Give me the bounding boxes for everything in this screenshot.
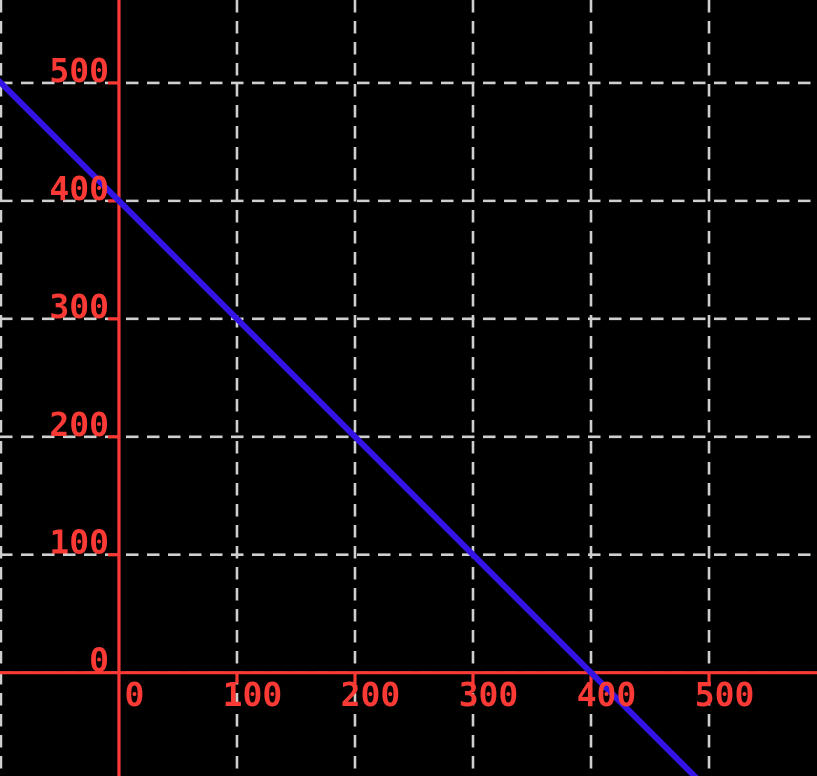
x-tick-label-500: 500: [695, 675, 755, 714]
y-tick-label-100: 100: [49, 523, 109, 562]
x-tick-label-200: 200: [341, 675, 401, 714]
y-tick-label-300: 300: [49, 287, 109, 326]
plot-line-0: [0, 77, 699, 776]
x-tick-label-400: 400: [577, 675, 637, 714]
y-tick-label-400: 400: [49, 169, 109, 208]
x-tick-label-0: 0: [125, 675, 145, 714]
y-tick-label-0: 0: [89, 641, 109, 680]
y-tick-label-500: 500: [49, 51, 109, 90]
x-tick-label-100: 100: [223, 675, 283, 714]
x-tick-label-300: 300: [459, 675, 519, 714]
y-tick-label-200: 200: [49, 405, 109, 444]
